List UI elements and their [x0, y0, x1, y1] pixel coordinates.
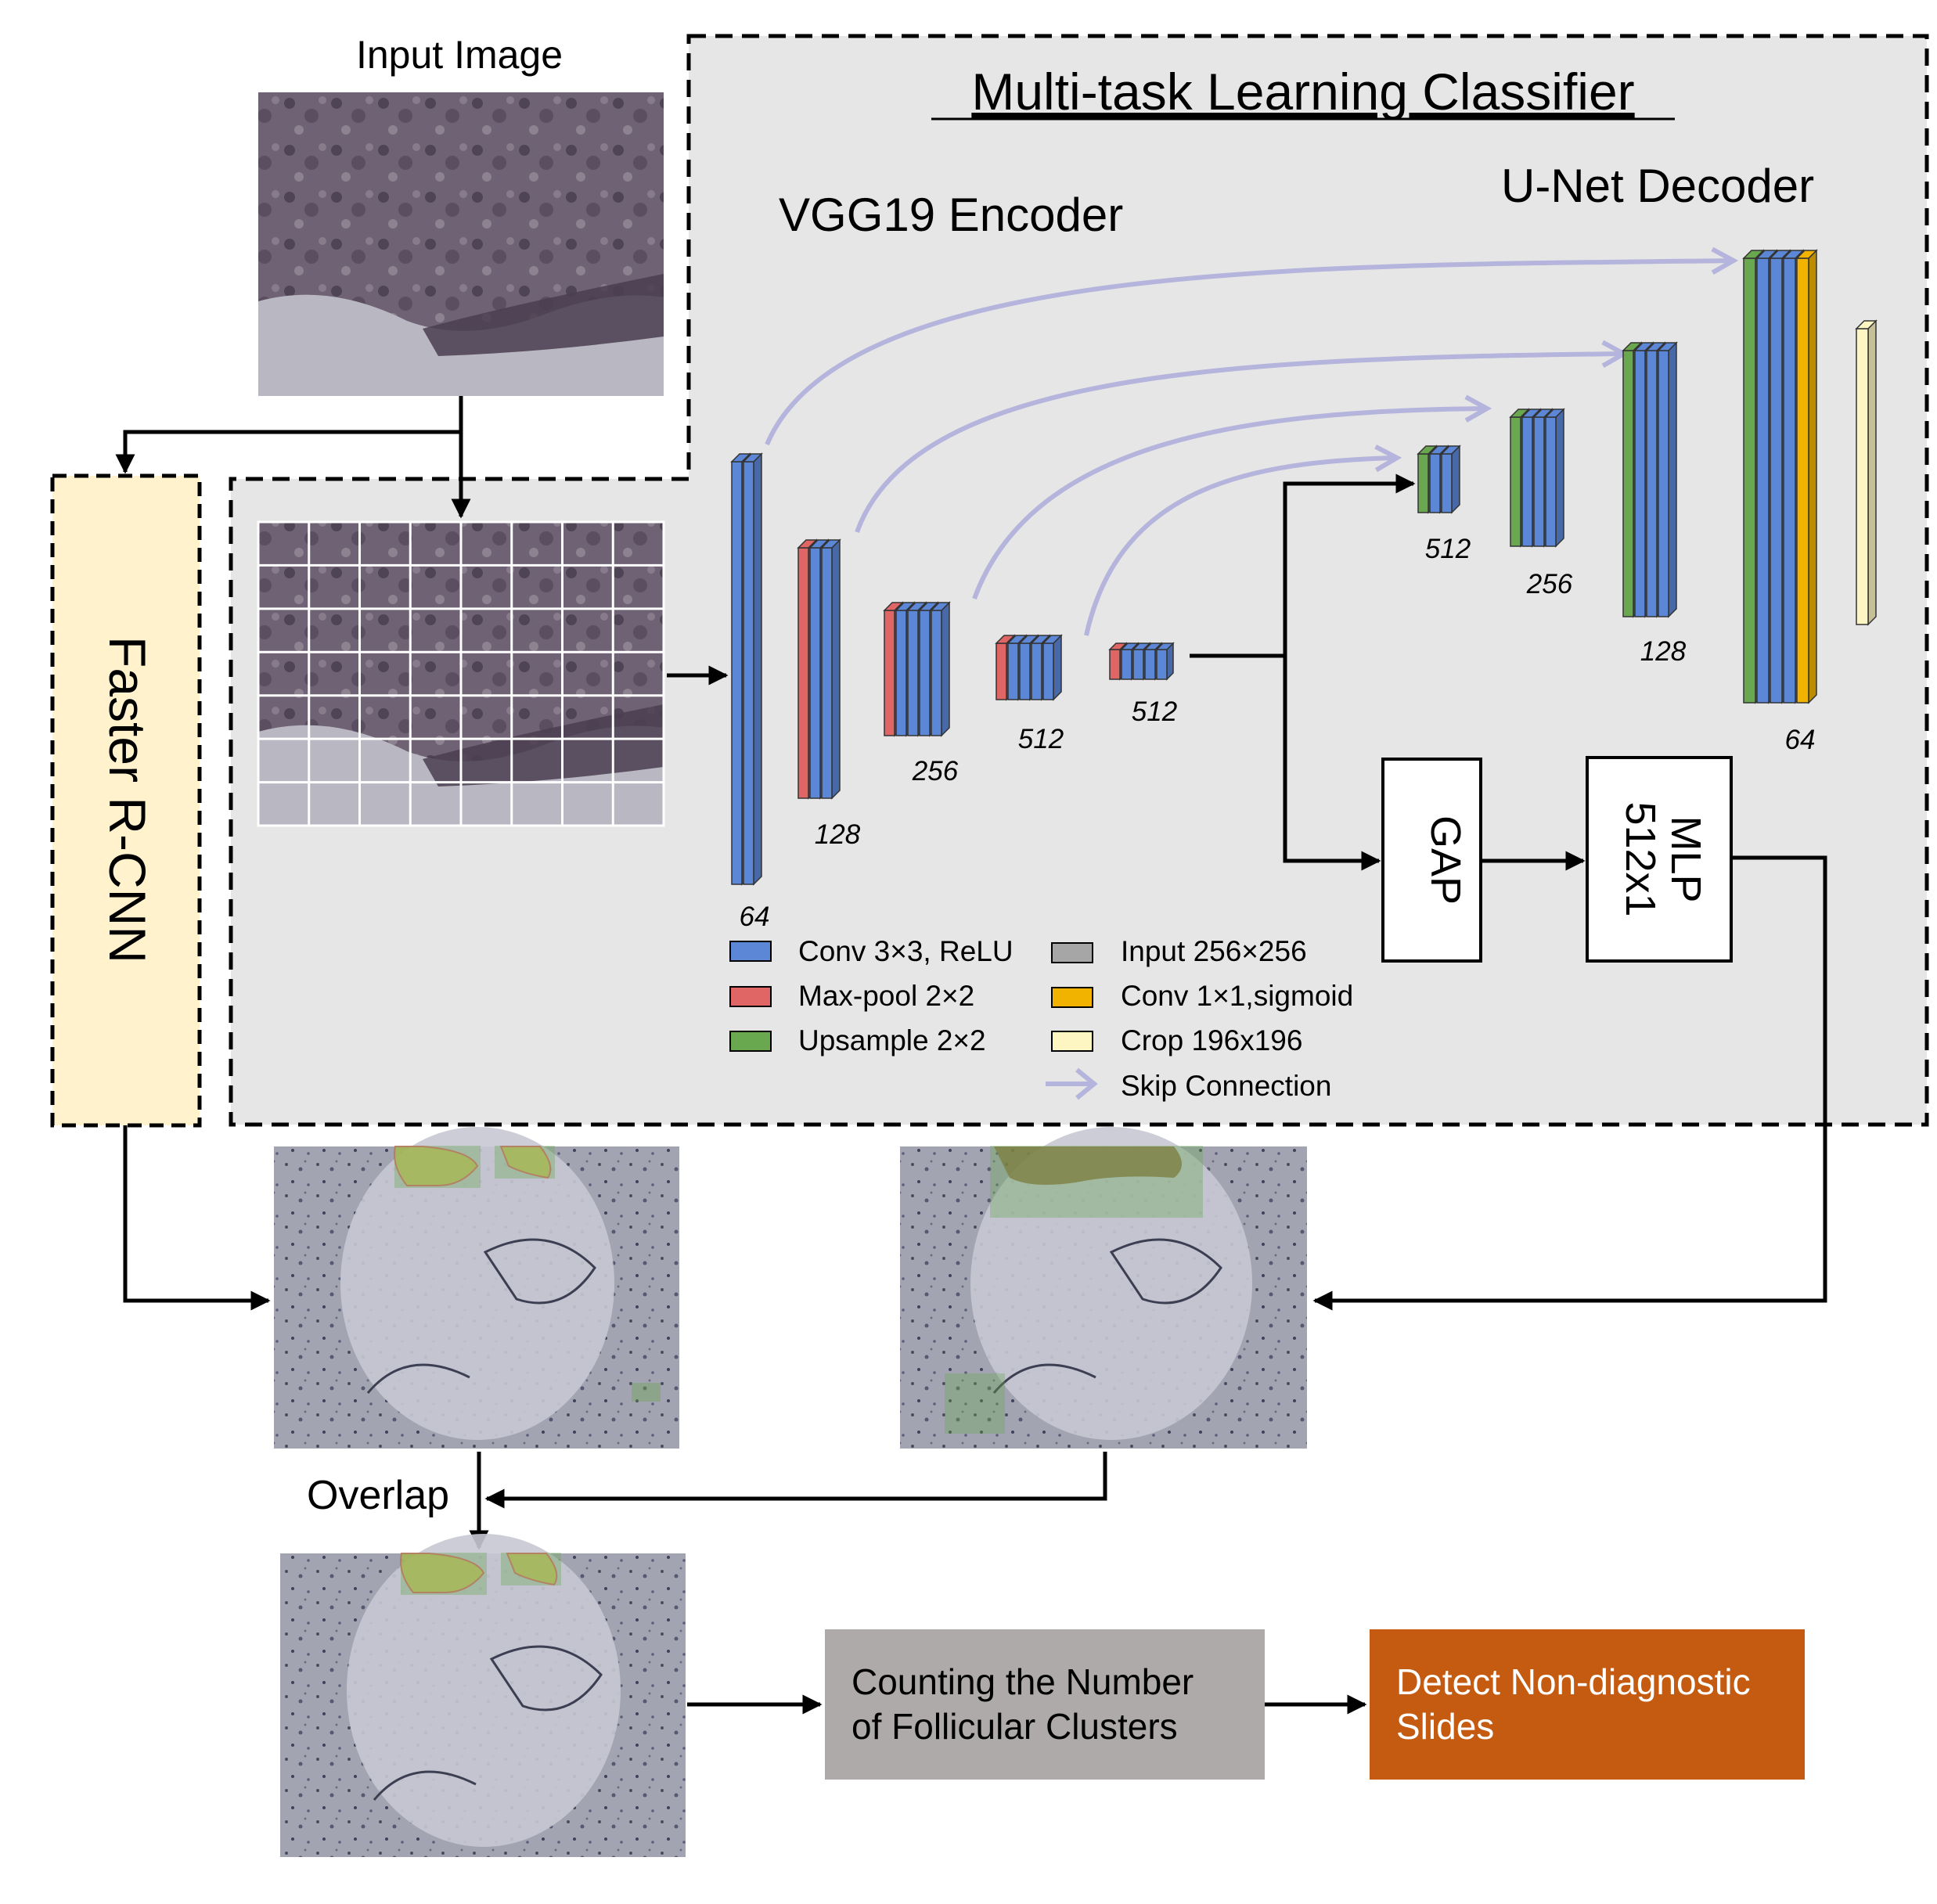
- input-image-label: Input Image: [356, 33, 563, 77]
- mlp-box: [1586, 756, 1733, 963]
- faster-rcnn-box: [50, 473, 202, 1128]
- legend-label-sigmoid: Conv 1×1,sigmoid: [1121, 980, 1353, 1012]
- decoder-block-64: 64: [1742, 249, 1818, 755]
- encoder-channel-128: 128: [815, 819, 861, 850]
- enc512a-layer-5: [1042, 634, 1063, 701]
- counting-box: [825, 1629, 1265, 1780]
- legend-skip-arrow: [1046, 1067, 1098, 1100]
- dec512-layer-3: [1440, 445, 1461, 514]
- crop-output-block: [1855, 319, 1878, 626]
- overlap-result-image: [280, 1534, 686, 1857]
- rcnn-detection-image: [274, 1127, 679, 1449]
- legend-item-input: Input 256×256: [1051, 935, 1307, 967]
- encoder-block-64: 64: [730, 452, 770, 932]
- decoder-block-128: 128: [1622, 341, 1687, 667]
- overlap-label: Overlap: [307, 1473, 449, 1518]
- counting-text-line2: of Follicular Clusters: [851, 1706, 1178, 1747]
- legend-item-maxpool: Max-pool 2×2: [729, 980, 974, 1012]
- decoder-block-512: 512: [1417, 445, 1471, 564]
- legend-swatch-upsample: [729, 1031, 772, 1052]
- legend-item-upsample: Upsample 2×2: [729, 1024, 986, 1056]
- bottleneck-to-decoder-arrow: [1283, 473, 1416, 656]
- dec64-layer-5: [1795, 249, 1818, 704]
- detect-box: [1370, 1629, 1805, 1780]
- counting-text-line1: Counting the Number: [851, 1661, 1194, 1702]
- cropOut-layer-1: [1855, 319, 1878, 626]
- encoder-channel-256: 256: [912, 756, 959, 786]
- decoder-channel-512: 512: [1425, 534, 1471, 564]
- legend-label-input: Input 256×256: [1121, 935, 1307, 967]
- mlp-label: MLP: [1662, 815, 1709, 902]
- enc512b-layer-5: [1155, 642, 1175, 681]
- encoder-block-512b: 512: [1108, 642, 1177, 727]
- encoder-channel-512b: 512: [1132, 696, 1177, 727]
- legend-item-conv: Conv 3×3, ReLU: [729, 935, 1014, 967]
- decoder-block-256: 256: [1509, 408, 1573, 599]
- input-image: [258, 92, 664, 396]
- gap-box: [1381, 758, 1482, 963]
- faster-rcnn-label: Faster R-CNN: [99, 636, 157, 963]
- enc128-layer-3: [820, 538, 841, 800]
- decoder-channel-64: 64: [1785, 725, 1816, 755]
- legend-label-crop: Crop 196x196: [1121, 1024, 1302, 1056]
- legend-label-upsample: Upsample 2×2: [798, 1024, 986, 1056]
- encoder-channel-512a: 512: [1018, 724, 1064, 754]
- skip-connections: [765, 261, 1734, 636]
- skip-connection-64: [765, 261, 1734, 446]
- enc256-layer-5: [930, 601, 951, 737]
- skip-connection-256: [972, 409, 1487, 600]
- mlp-to-heatmap-arrow: [1312, 855, 1827, 1311]
- legend-item-sigmoid: Conv 1×1,sigmoid: [1051, 980, 1353, 1012]
- legend-label-skip: Skip Connection: [1121, 1070, 1331, 1102]
- decoder-channel-128: 128: [1640, 636, 1687, 667]
- bottleneck-to-gap-arrow: [1283, 656, 1381, 871]
- enc64-layer-2: [742, 452, 763, 886]
- detect-text-line1: Detect Non-diagnostic: [1396, 1661, 1751, 1702]
- legend-swatch-maxpool: [729, 986, 772, 1007]
- legend-swatch-conv: [729, 941, 772, 962]
- decoder-label: U-Net Decoder: [1501, 160, 1814, 212]
- encoder-label: VGG19 Encoder: [779, 189, 1123, 241]
- legend-label-maxpool: Max-pool 2×2: [798, 980, 974, 1012]
- skip-connection-512: [1084, 458, 1397, 636]
- encoder-block-256: 256: [883, 601, 959, 786]
- tiled-input-image: [257, 520, 665, 827]
- legend-swatch-sigmoid: [1051, 987, 1093, 1008]
- mlp-size-label: 512x1: [1617, 801, 1664, 916]
- legend: Conv 3×3, ReLU Max-pool 2×2 Upsample 2×2…: [729, 935, 1353, 1102]
- encoder-block-512a: 512: [995, 634, 1064, 754]
- legend-item-skip: Skip Connection: [1046, 1067, 1331, 1102]
- skip-connection-128: [855, 354, 1624, 534]
- gap-label: GAP: [1422, 815, 1469, 905]
- encoder-channel-64: 64: [740, 902, 770, 932]
- detect-text-line2: Slides: [1396, 1706, 1494, 1747]
- legend-item-crop: Crop 196x196: [1051, 1024, 1302, 1056]
- dec128-layer-4: [1657, 341, 1678, 618]
- decoder-channel-256: 256: [1526, 569, 1573, 599]
- legend-swatch-input: [1051, 942, 1093, 963]
- dec256-layer-4: [1544, 408, 1565, 548]
- mtl-panel: [229, 34, 1929, 1127]
- legend-swatch-crop: [1051, 1031, 1093, 1052]
- rcnn-to-detection-arrow: [123, 1125, 271, 1311]
- legend-label-conv: Conv 3×3, ReLU: [798, 935, 1014, 967]
- heatmap-to-overlap-arrow: [484, 1452, 1107, 1509]
- encoder-block-128: 128: [797, 538, 861, 850]
- input-split-arrow: [115, 396, 463, 474]
- mtl-heatmap-image: [900, 1127, 1307, 1449]
- mtl-title: Multi-task Learning Classifier: [971, 63, 1634, 121]
